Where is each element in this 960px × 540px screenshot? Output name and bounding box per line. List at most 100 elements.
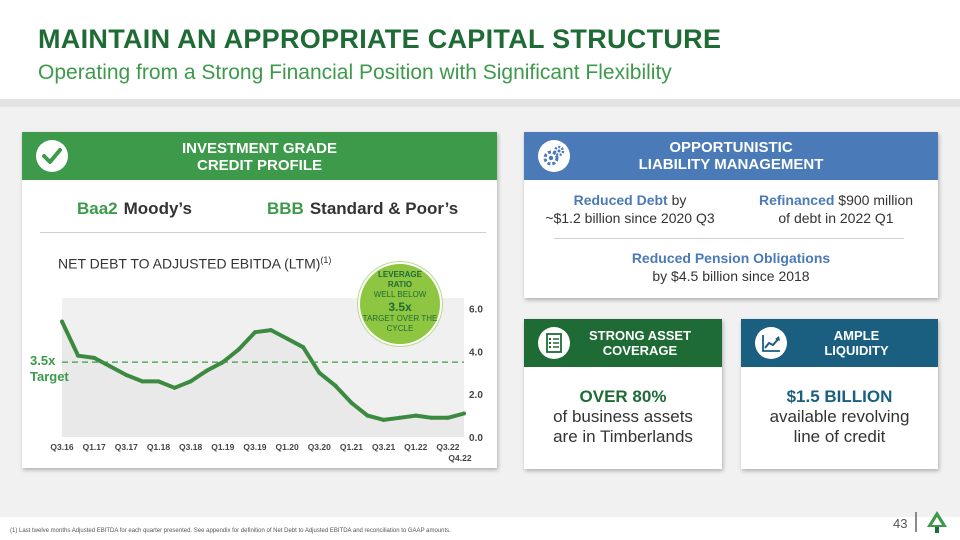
chart-xtick-Q1.20: Q1.20 xyxy=(276,442,299,452)
sp-label: Standard & Poor’s xyxy=(309,199,459,218)
chart-point-Q2.18 xyxy=(172,385,177,390)
badge-line2: RATIO xyxy=(387,280,413,289)
reduced-debt-bold: Reduced Debt xyxy=(573,192,668,208)
asset-header-line1: STRONG ASSET xyxy=(588,328,692,343)
chart-point-Q4.18 xyxy=(204,368,209,373)
growth-chart-icon xyxy=(755,327,787,359)
liability-header-line1: OPPORTUNISTIC xyxy=(669,139,793,156)
chart-title-footnote-ref: (1) xyxy=(320,255,332,265)
refinanced-bold: Refinanced xyxy=(758,192,835,208)
liability-management-card: OPPORTUNISTIC LIABILITY MANAGEMENT Reduc… xyxy=(524,132,938,298)
credit-profile-header: INVESTMENT GRADE CREDIT PROFILE xyxy=(22,132,497,180)
target-label: 3.5x Target xyxy=(30,353,69,385)
chart-series-line xyxy=(60,320,465,422)
badge-line3: WELL BELOW xyxy=(373,290,427,299)
asset-stat: OVER 80% of business assets are in Timbe… xyxy=(524,387,722,447)
liquidity-stat-value: $1.5 BILLION xyxy=(786,387,893,406)
chart-point-Q2.21 xyxy=(365,413,370,418)
chart-point-Q3.17 xyxy=(124,373,129,377)
chart-xtick-Q3.22: Q3.22 xyxy=(436,442,459,452)
chart-point-Q1.22 xyxy=(413,413,418,418)
leverage-badge: LEVERAGE RATIO WELL BELOW 3.5x TARGET OV… xyxy=(358,262,442,346)
footnote: (1) Last twelve months Adjusted EBITDA f… xyxy=(10,528,451,534)
asset-stat-line3: are in Timberlands xyxy=(553,427,693,446)
chart-xtick-Q1.22: Q1.22 xyxy=(404,442,427,452)
chart-title: NET DEBT TO ADJUSTED EBITDA (LTM)(1) xyxy=(58,255,331,272)
chart-xtick-Q1.21: Q1.21 xyxy=(340,442,363,452)
chart-point-Q4.22 xyxy=(462,411,466,416)
badge-line5: CYCLE xyxy=(386,324,414,333)
chart-title-text: NET DEBT TO ADJUSTED EBITDA (LTM) xyxy=(58,255,321,272)
chart-point-Q1.18 xyxy=(156,379,161,384)
page-title: MAINTAIN AN APPROPRIATE CAPITAL STRUCTUR… xyxy=(38,24,722,54)
chart-point-Q3.16 xyxy=(60,319,64,324)
liability-header-line2: LIABILITY MANAGEMENT xyxy=(638,156,824,173)
chart-point-Q2.22 xyxy=(429,415,434,420)
badge-value: 3.5x xyxy=(388,300,412,314)
chart-ytick-2.0: 2.0 xyxy=(469,390,483,401)
chart-xtick-Q3.17: Q3.17 xyxy=(115,442,138,452)
chart-point-Q1.17 xyxy=(92,355,97,360)
refinanced-line2: of debt in 2022 Q1 xyxy=(778,210,894,226)
chart-point-Q3.18 xyxy=(188,379,193,384)
refinanced-text: Refinanced $900 million of debt in 2022 … xyxy=(736,191,936,227)
reduced-debt-line2: ~$1.2 billion since 2020 Q3 xyxy=(545,210,715,226)
pension-bold: Reduced Pension Obligations xyxy=(631,250,831,266)
badge-line4: TARGET OVER THE xyxy=(362,314,438,323)
chart-point-Q3.21 xyxy=(381,417,386,422)
sp-rating: BBB Standard & Poor’s xyxy=(267,199,458,219)
chart-xtick-Q3.16: Q3.16 xyxy=(50,442,73,452)
liability-divider xyxy=(554,238,904,239)
sp-rating-value: BBB xyxy=(267,199,304,218)
chart-ytick-4.0: 4.0 xyxy=(469,347,483,358)
leverage-chart: 0.0 2.0 4.0 6.0 Q3.16 Q1.17 Q3.17 Q1.18 Q3.18 Q1.… xyxy=(50,298,483,463)
moodys-rating-value: Baa2 xyxy=(77,199,118,218)
chart-xtick-Q3.19: Q3.19 xyxy=(243,442,266,452)
chart-ytick-0.0: 0.0 xyxy=(469,433,483,444)
gears-icon xyxy=(538,140,570,172)
pension-line2: by $4.5 billion since 2018 xyxy=(652,268,810,284)
chart-point-Q2.17 xyxy=(108,364,113,369)
target-label-value: 3.5x xyxy=(30,353,56,368)
header-rule xyxy=(0,99,960,107)
asset-stat-line2: of business assets xyxy=(553,407,693,426)
page-subtitle: Operating from a Strong Financial Positi… xyxy=(38,61,672,84)
pension-text: Reduced Pension Obligations by $4.5 bill… xyxy=(524,249,938,285)
chart-point-Q1.20 xyxy=(285,336,290,341)
chart-point-Q1.21 xyxy=(349,400,354,405)
reduced-debt-line1: Reduced Debt by xyxy=(530,191,730,209)
chart-point-Q3.19 xyxy=(253,330,257,335)
chart-point-Q4.20 xyxy=(333,383,338,388)
chart-xtick-Q1.18: Q1.18 xyxy=(147,442,170,452)
chart-xtick-Q3.20: Q3.20 xyxy=(308,442,331,452)
chart-area-fill xyxy=(62,321,464,437)
chart-xtick-Q4.22: Q4.22 xyxy=(448,453,471,463)
asset-stat-value: OVER 80% xyxy=(579,387,667,406)
liquidity-stat-line3: line of credit xyxy=(793,427,886,446)
liquidity-stat-line2: available revolving xyxy=(769,407,910,426)
chart-xtick-Q1.19: Q1.19 xyxy=(211,442,234,452)
asset-coverage-card: STRONG ASSET COVERAGE OVER 80% of busine… xyxy=(524,319,722,469)
checkmark-icon xyxy=(36,140,68,172)
chart-point-Q4.21 xyxy=(397,415,402,420)
liquidity-header-line2: LIQUIDITY xyxy=(824,343,889,358)
checklist-icon xyxy=(538,327,570,359)
chart-ytick-6.0: 6.0 xyxy=(469,305,483,316)
target-label-text: Target xyxy=(30,369,69,384)
refinanced-rest: $900 million xyxy=(834,192,914,208)
chart-point-Q4.17 xyxy=(140,379,145,384)
refinanced-line1: Refinanced $900 million xyxy=(736,191,936,209)
liquidity-stat: $1.5 BILLION available revolving line of… xyxy=(741,387,938,447)
tree-logo-icon xyxy=(927,511,947,533)
liquidity-card: AMPLE LIQUIDITY $1.5 BILLION available r… xyxy=(741,319,938,469)
badge-line1: LEVERAGE xyxy=(377,270,422,279)
page-number-bar xyxy=(915,512,917,532)
chart-point-Q4.19 xyxy=(269,328,273,333)
chart-point-Q2.20 xyxy=(301,345,306,350)
chart-point-Q3.22 xyxy=(445,415,450,420)
chart-xtick-Q3.18: Q3.18 xyxy=(179,442,202,452)
chart-xtick-Q3.21: Q3.21 xyxy=(372,442,395,452)
liquidity-header-line1: AMPLE xyxy=(833,328,880,343)
page-number: 43 xyxy=(893,516,908,531)
credit-header-line1: INVESTMENT GRADE xyxy=(181,140,337,157)
